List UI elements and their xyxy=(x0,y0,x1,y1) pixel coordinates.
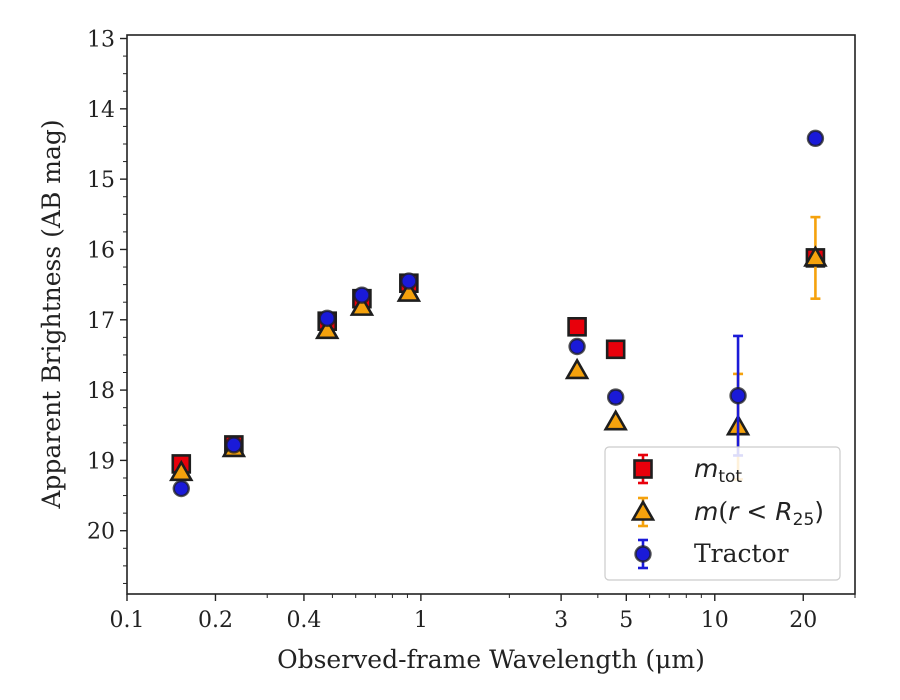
x-tick-label-20: 20 xyxy=(789,608,817,633)
x-tick-label-0.4: 0.4 xyxy=(286,608,321,633)
plot-frame xyxy=(126,34,856,595)
legend-marker-m-r25 xyxy=(630,499,656,521)
legend-item-tractor: Tractor xyxy=(634,538,789,570)
point-m-r25-3 xyxy=(349,294,375,316)
x-axis-label: Observed-frame Wavelength (μm) xyxy=(277,645,705,674)
point-m-tot-6 xyxy=(605,339,626,360)
point-tractor-6 xyxy=(606,388,625,406)
point-tractor-2 xyxy=(318,309,336,328)
y-tick-label-19: 19 xyxy=(87,449,115,474)
legend-item-m-r25: m(r < R25) xyxy=(630,496,824,530)
y-axis-label: Apparent Brightness (AB mag) xyxy=(37,119,66,509)
legend-item-m-tot: mtot xyxy=(633,453,742,487)
y-tick-label-16: 16 xyxy=(87,238,115,263)
point-tractor-4 xyxy=(400,272,418,290)
legend-marker-tractor xyxy=(634,545,652,563)
series-m-r25 xyxy=(169,215,828,482)
point-m-r25-8 xyxy=(803,245,828,267)
y-tick-label-18: 18 xyxy=(87,379,115,404)
point-tractor-8 xyxy=(806,129,825,148)
legend-frame xyxy=(604,446,841,581)
point-tractor-0 xyxy=(172,479,190,498)
x-tick-label-5: 5 xyxy=(619,608,633,633)
point-m-r25-6 xyxy=(603,409,628,431)
point-tractor-7 xyxy=(729,387,747,405)
axes-layer: Observed-frame Wavelength (μm) Apparent … xyxy=(37,28,856,674)
y-tick-label-14: 14 xyxy=(87,98,115,123)
x-tick-label-0.2: 0.2 xyxy=(198,608,233,633)
y-tick-label-13: 13 xyxy=(87,28,115,53)
point-tractor-3 xyxy=(353,286,371,304)
point-m-tot-5 xyxy=(567,317,587,337)
y-tick-label-15: 15 xyxy=(87,168,115,193)
y-tick-label-17: 17 xyxy=(87,309,115,334)
plot-layer xyxy=(169,129,828,498)
legend-label-tractor: Tractor xyxy=(694,539,789,568)
point-tractor-1 xyxy=(225,436,243,454)
x-tick-label-0.1: 0.1 xyxy=(110,608,145,633)
point-m-r25-4 xyxy=(396,280,422,302)
series-tractor xyxy=(172,129,825,498)
point-tractor-5 xyxy=(568,337,586,356)
legend: mtot m(r < R25) Tractor xyxy=(604,446,841,581)
legend-marker-m-tot xyxy=(633,459,653,479)
x-tick-label-1: 1 xyxy=(414,608,428,633)
legend-label-m-tot: mtot xyxy=(694,454,742,487)
series-m-tot xyxy=(171,248,826,474)
legend-label-m-r25: m(r < R25) xyxy=(694,497,824,530)
point-m-r25-2 xyxy=(314,317,340,340)
x-tick-label-3: 3 xyxy=(554,608,568,633)
point-m-r25-5 xyxy=(564,357,590,380)
x-tick-label-10: 10 xyxy=(701,608,729,633)
y-tick-label-20: 20 xyxy=(87,520,115,545)
